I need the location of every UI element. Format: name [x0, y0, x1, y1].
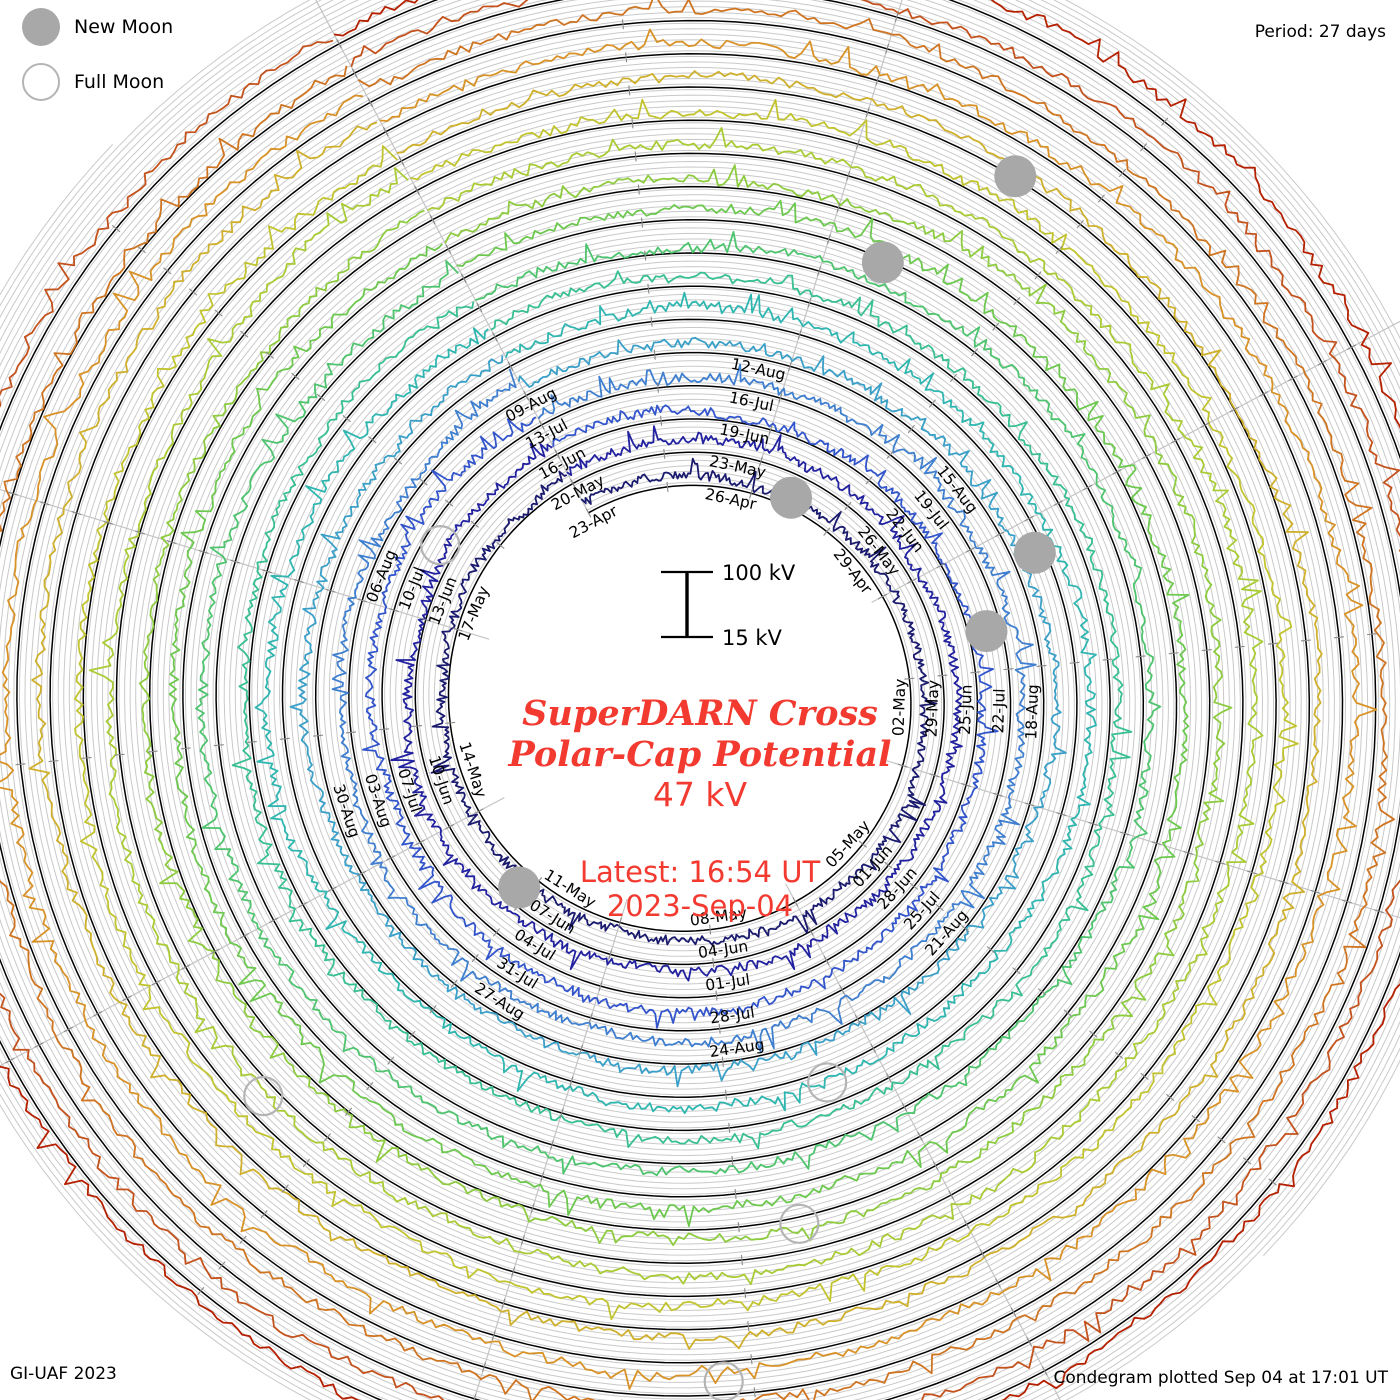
date-label: 29-May: [923, 680, 943, 738]
date-label: 02-May: [889, 678, 909, 736]
date-label: 06-Aug: [363, 547, 400, 605]
full-moon-marker: [243, 1076, 284, 1117]
full-moon-marker: [420, 525, 461, 566]
new-moon-marker: [498, 866, 541, 909]
new-moon-marker: [965, 610, 1008, 653]
new-moon-marker: [994, 155, 1037, 198]
plotted-timestamp-label: Condegram plotted Sep 04 at 17:01 UT: [1053, 1368, 1388, 1388]
center-latest-time: Latest: 16:54 UT: [579, 855, 821, 889]
full-moon-label: Full Moon: [74, 71, 165, 93]
moon-phase-markers: [243, 155, 1056, 1400]
date-label: 16-Jun: [536, 444, 589, 484]
date-label: 25-Jun: [956, 684, 976, 735]
full-moon-icon: [22, 63, 60, 101]
new-moon-label: New Moon: [74, 16, 174, 38]
full-moon-marker: [779, 1203, 820, 1244]
center-latest: Latest: 16:54 UT 2023-Sep-04: [0, 855, 1400, 923]
new-moon-marker: [1013, 531, 1056, 574]
scalebar-top-label: 100 kV: [722, 561, 796, 585]
full-moon-marker: [703, 1361, 744, 1400]
center-title: SuperDARN Cross Polar-Cap Potential: [0, 693, 1400, 775]
date-label: 26-Apr: [703, 485, 758, 514]
date-label: 24-Aug: [708, 1036, 765, 1062]
full-moon-marker: [807, 1062, 848, 1103]
new-moon-marker: [770, 476, 813, 519]
credit-label: GI-UAF 2023: [10, 1364, 117, 1384]
legend-full-moon: Full Moon: [22, 63, 164, 101]
date-label: 22-Jul: [989, 688, 1009, 733]
center-title-line1: SuperDARN Cross: [522, 693, 878, 734]
scale-bar: [661, 570, 713, 639]
legend-new-moon: New Moon: [22, 8, 173, 46]
center-title-line2: Polar-Cap Potential: [508, 733, 892, 775]
date-label: 16-Jul: [728, 388, 776, 415]
new-moon-marker: [861, 241, 904, 284]
scalebar-bottom-label: 15 kV: [722, 626, 782, 650]
center-latest-date: 2023-Sep-04: [606, 889, 794, 924]
new-moon-icon: [22, 8, 60, 46]
date-label: 17-May: [455, 583, 493, 643]
center-current-value: 47 kV: [652, 775, 748, 814]
date-label: 23-Apr: [566, 502, 621, 543]
period-label: Period: 27 days: [1254, 22, 1386, 42]
date-label: 12-Aug: [729, 355, 787, 384]
date-label: 18-Aug: [1022, 684, 1042, 740]
